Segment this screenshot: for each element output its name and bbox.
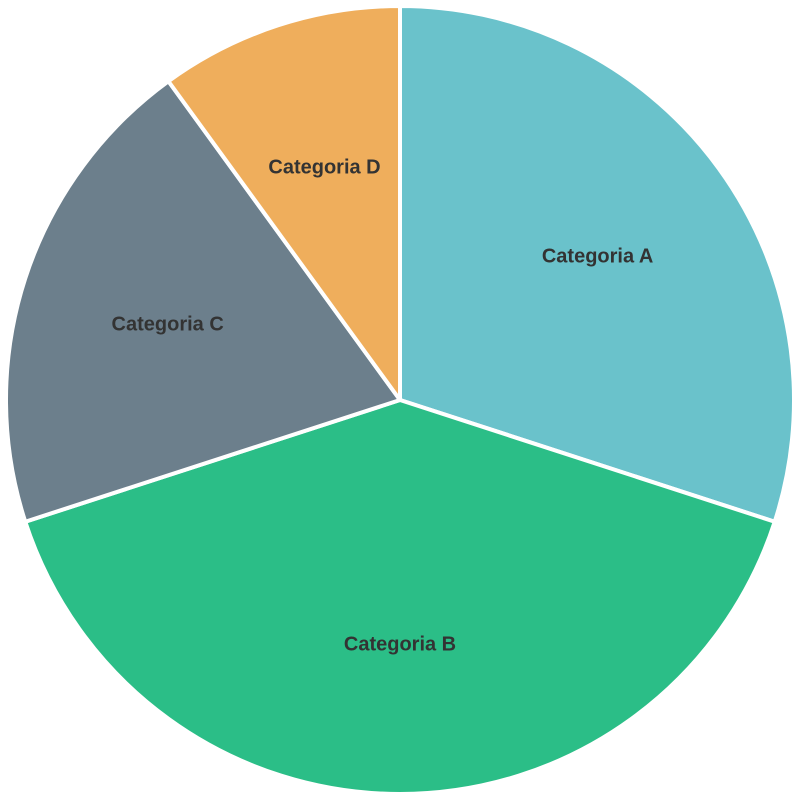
slice-label-categoria-c: Categoria C <box>112 314 224 336</box>
slice-label-categoria-d: Categoria D <box>268 157 380 179</box>
slices-layer <box>4 4 796 797</box>
pie-slice-categoria-b <box>23 398 777 797</box>
labels-layer: Categoria A Categoria B Categoria C Categor… <box>112 157 654 656</box>
pie-slice-categoria-d <box>166 4 402 402</box>
pie-slice-categoria-a <box>398 4 796 524</box>
slice-label-categoria-b: Categoria B <box>344 633 456 655</box>
pie-slice-categoria-c <box>4 79 402 524</box>
slice-label-categoria-a: Categoria A <box>542 245 654 267</box>
